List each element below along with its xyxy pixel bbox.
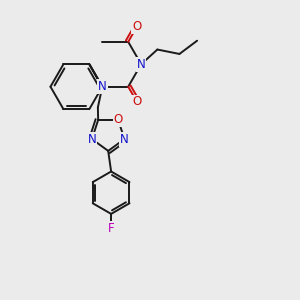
Text: O: O <box>132 20 142 33</box>
Text: N: N <box>98 80 107 93</box>
Text: O: O <box>114 113 123 127</box>
Text: N: N <box>137 58 146 71</box>
Text: O: O <box>132 95 142 109</box>
Text: N: N <box>120 133 129 146</box>
Text: F: F <box>108 222 114 235</box>
Text: N: N <box>88 133 96 146</box>
